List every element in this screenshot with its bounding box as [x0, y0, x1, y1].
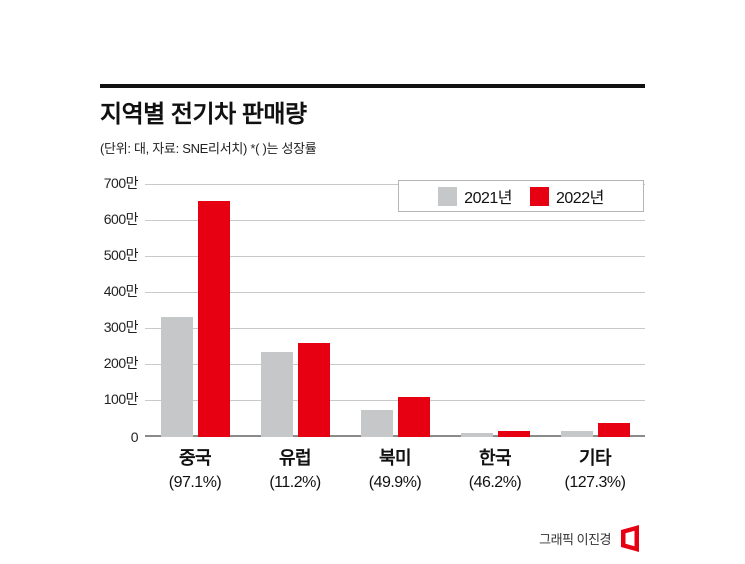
y-tick-label: 300만	[103, 319, 139, 335]
gridline	[145, 184, 645, 185]
category-name: 한국	[478, 448, 512, 468]
graphic-credit: 그래픽 이진경	[539, 532, 611, 547]
bar-group-유럽	[260, 185, 330, 437]
bar-2021년-기타	[560, 430, 593, 437]
bar-group-기타	[560, 185, 630, 437]
legend-label-2022: 2022년	[556, 190, 604, 207]
bars-row	[145, 185, 645, 437]
bar-2022년-북미	[397, 397, 430, 437]
bar-2021년-중국	[160, 317, 193, 437]
plot-area	[145, 184, 645, 437]
y-tick-label: 700만	[103, 175, 139, 191]
x-label-기타: 기타 (127.3%)	[545, 444, 645, 492]
growth-rate-label: (97.1%)	[168, 474, 222, 491]
bar-2022년-중국	[197, 200, 230, 437]
category-name: 유럽	[278, 448, 312, 468]
growth-rate-label: (46.2%)	[468, 474, 522, 491]
footer: 그래픽 이진경	[539, 525, 641, 552]
bar-2021년-북미	[360, 410, 393, 437]
growth-rate-label: (49.9%)	[368, 474, 422, 491]
bar-2022년-한국	[497, 430, 530, 437]
legend-swatch-2022	[530, 186, 549, 206]
category-name: 기타	[578, 448, 612, 468]
y-tick-label: 0	[130, 429, 139, 445]
legend-item-2022: 2022년	[530, 184, 604, 208]
x-label-중국: 중국 (97.1%)	[145, 444, 245, 492]
gridline	[145, 400, 645, 401]
legend-item-2021: 2021년	[438, 184, 512, 208]
chart-legend: 2021년 2022년	[398, 180, 644, 212]
bar-2022년-기타	[597, 422, 630, 437]
chart-subtitle: (단위: 대, 자료: SNE리서치) *( )는 성장률	[100, 141, 317, 156]
bar-2022년-유럽	[297, 343, 330, 437]
plot-wrapper	[145, 184, 645, 437]
legend-swatch-2021	[438, 186, 458, 206]
bar-group-북미	[360, 185, 430, 437]
legend-label-2021: 2021년	[464, 190, 512, 207]
y-tick-label: 600만	[103, 211, 139, 227]
x-axis-line	[145, 435, 645, 437]
bar-2021년-유럽	[260, 352, 293, 437]
bar-group-한국	[460, 185, 530, 437]
x-label-한국: 한국 (46.2%)	[445, 444, 545, 492]
title-rule	[100, 84, 645, 88]
y-tick-label: 400만	[103, 283, 139, 300]
publisher-logo-icon	[621, 525, 639, 552]
y-tick-label: 200만	[103, 355, 139, 372]
category-name: 중국	[178, 448, 212, 468]
gridline	[145, 292, 645, 293]
bar-2021년-한국	[460, 432, 493, 437]
y-axis: 0 100만 200만 300만 400만 500만 600만 700만	[88, 175, 139, 445]
gridline	[145, 220, 645, 221]
y-tick-label: 500만	[103, 247, 139, 263]
gridline	[145, 328, 645, 329]
x-labels: 중국 (97.1%) 유럽 (11.2%) 북미 (49.9%) 한국 (46.2%) 기타 (1…	[145, 444, 645, 492]
x-label-유럽: 유럽 (11.2%)	[245, 444, 345, 492]
growth-rate-label: (127.3%)	[564, 474, 626, 491]
category-name: 북미	[378, 448, 412, 468]
page-title: 지역별 전기차 판매량	[100, 101, 307, 128]
growth-rate-label: (11.2%)	[269, 474, 321, 491]
bar-group-중국	[160, 185, 230, 437]
x-label-북미: 북미 (49.9%)	[345, 444, 445, 492]
gridline	[145, 256, 645, 257]
gridline	[145, 364, 645, 365]
y-tick-label: 100만	[103, 391, 139, 408]
